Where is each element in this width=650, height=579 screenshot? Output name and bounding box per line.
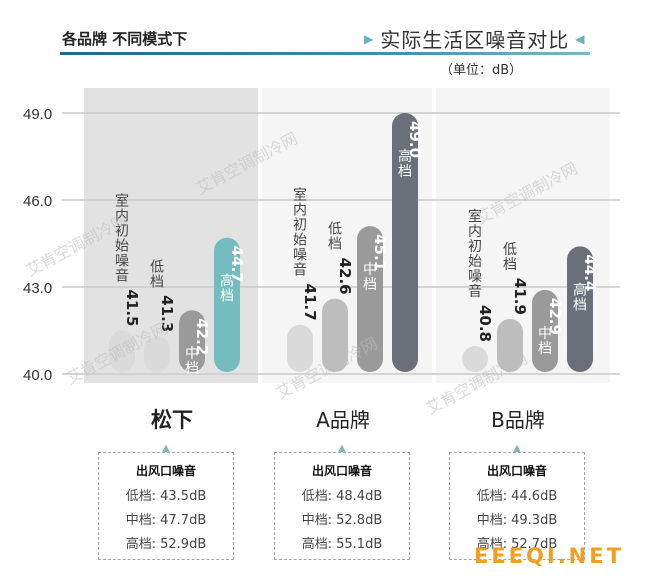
outlet-noise-row: 中档: 52.8dB [275,509,409,528]
outlet-noise-title: 出风口噪音 [311,464,372,478]
header-rule [60,52,590,55]
bar [144,336,170,372]
data-label: 41.9 [511,278,529,315]
data-label: 45.1 [371,234,389,271]
triangle-right-icon: ▶ [364,31,375,46]
bar [287,324,313,372]
bar [392,113,418,372]
header-title: ▶ 实际生活区噪音对比 ◀ [358,24,591,53]
panel-separator [610,88,614,383]
category-label: 高档 [220,273,234,305]
outlet-noise-mode: 中档: [301,513,333,528]
outlet-noise-row: 低档: 43.5dB [99,485,233,504]
data-label: 42.2 [193,318,211,355]
data-label: 42.6 [336,258,354,295]
data-label: 41.3 [158,295,176,332]
y-tick-label: 49.0 [23,106,52,123]
outlet-noise-row: 中档: 47.7dB [99,509,233,528]
outlet-noise-row: 高档: 52.7dB [450,533,584,552]
data-label: 44.7 [228,246,246,283]
category-label: 低档 [503,242,517,273]
unit-label: （单位：dB） [440,63,523,78]
outlet-noise-row: 中档: 49.3dB [450,509,584,528]
outlet-noise-box: 出风口噪音 低档: 48.4dB 中档: 52.8dB 高档: 55.1dB [274,452,410,560]
bar [322,298,348,372]
outlet-noise-value: 52.7dB [511,537,558,552]
outlet-noise-mode: 高档: [301,537,333,552]
category-label: 中档 [185,346,199,377]
outlet-noise-mode: 低档: [125,489,157,504]
outlet-noise-mode: 中档: [125,513,157,528]
brand-label: 松下 [151,408,193,432]
data-label: 41.5 [123,289,141,326]
bar [497,318,523,372]
bar [214,237,240,372]
triangle-up-icon: ▲ [513,443,521,454]
outlet-noise-value: 52.9dB [160,537,207,552]
panel-separator [432,88,436,383]
category-label: 低档 [150,259,164,290]
bar [567,246,593,372]
category-label: 室内初始噪音 [115,193,129,285]
outlet-noise-value: 47.7dB [160,513,207,528]
brand-label: B品牌 [491,408,545,432]
category-label: 中档 [363,262,377,293]
data-label: 40.8 [476,305,494,342]
outlet-noise-mode: 高档: [125,537,157,552]
data-label: 49.0 [406,121,424,158]
outlet-noise-row: 低档: 44.6dB [450,485,584,504]
outlet-noise-row: 高档: 52.9dB [99,533,233,552]
outlet-noise-box: 出风口噪音 低档: 44.6dB 中档: 49.3dB 高档: 52.7dB [449,452,585,560]
bar [357,226,383,372]
bar [532,289,558,372]
outlet-noise-mode: 中档: [476,513,508,528]
chart-title: 实际生活区噪音对比 [380,28,570,52]
triangle-left-icon: ◀ [575,31,586,46]
outlet-noise-value: 49.3dB [511,513,558,528]
category-label: 室内初始噪音 [468,208,482,300]
data-label: 44.4 [581,254,599,291]
outlet-noise-value: 52.8dB [336,513,383,528]
outlet-noise-mode: 低档: [301,489,333,504]
outlet-noise-title: 出风口噪音 [486,464,547,478]
brand-label: A品牌 [316,408,370,432]
outlet-noise-value: 48.4dB [336,489,383,504]
y-tick-label: 43.0 [23,280,52,297]
outlet-noise-value: 43.5dB [160,489,207,504]
triangle-up-icon: ▲ [162,443,170,454]
outlet-noise-row: 低档: 48.4dB [275,485,409,504]
bar [109,330,135,372]
outlet-noise-value: 55.1dB [336,537,383,552]
outlet-noise-row: 高档: 55.1dB [275,533,409,552]
site-logo: EEEQI.NET [474,544,624,568]
outlet-noise-title: 出风口噪音 [135,464,196,478]
category-label: 中档 [538,326,552,357]
outlet-noise-box: 出风口噪音 低档: 43.5dB 中档: 47.7dB 高档: 52.9dB [98,452,234,560]
y-tick-label: 40.0 [23,367,52,384]
category-label: 高档 [398,148,412,180]
panel-separator [258,88,262,383]
outlet-noise-mode: 低档: [476,489,508,504]
triangle-up-icon: ▲ [338,443,346,454]
y-tick-label: 46.0 [23,193,52,210]
outlet-noise-value: 44.6dB [511,489,558,504]
bar [179,310,205,372]
data-label: 42.9 [546,298,564,335]
category-label: 低档 [328,222,342,253]
category-label: 高档 [573,281,587,313]
header-subtitle: 各品牌 不同模式下 [62,30,188,48]
category-label: 室内初始噪音 [293,187,307,279]
outlet-noise-mode: 高档: [476,537,508,552]
data-label: 41.7 [301,284,319,321]
bar [462,346,488,372]
